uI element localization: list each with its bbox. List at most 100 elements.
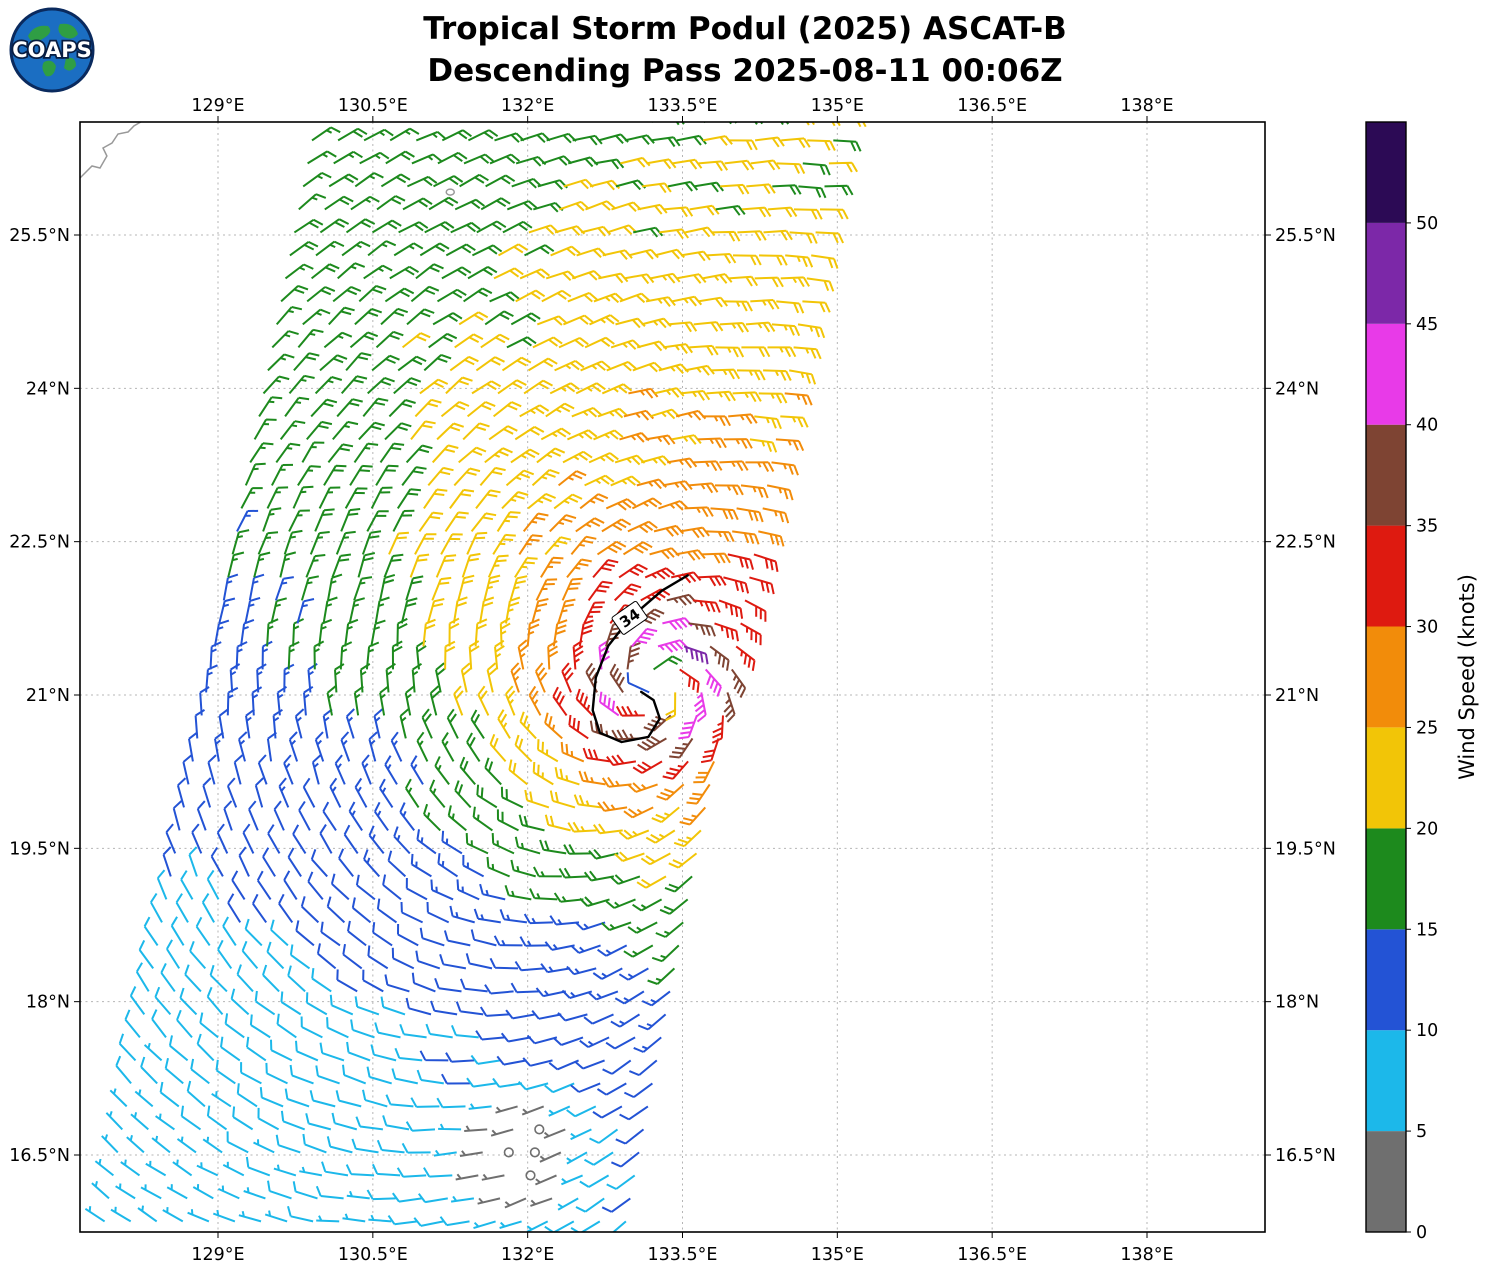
wind-barb — [320, 921, 341, 947]
wind-barb — [429, 685, 441, 716]
wind-barb — [391, 1068, 419, 1085]
wind-barb — [120, 1159, 141, 1177]
wind-barb — [440, 533, 463, 555]
wind-barb — [459, 1150, 483, 1157]
wind-barb — [449, 355, 479, 372]
wind-barb — [675, 549, 706, 561]
y-tick-label-left: 18°N — [26, 993, 70, 1013]
wind-barb — [297, 328, 324, 349]
wind-barb — [374, 801, 389, 831]
wind-barb — [601, 776, 632, 788]
wind-barb — [222, 916, 237, 946]
wind-barb — [314, 376, 343, 395]
wind-barb — [514, 734, 533, 763]
wind-barb — [623, 409, 655, 421]
wind-barb — [632, 361, 663, 373]
wind-barb — [593, 429, 624, 441]
wind-barb — [366, 510, 389, 532]
wind-barb — [331, 1112, 358, 1131]
wind-barb — [684, 364, 715, 376]
wind-barb — [754, 136, 785, 148]
wind-barb — [571, 270, 603, 281]
wind-barb — [433, 1149, 457, 1157]
wind-barb — [613, 583, 642, 602]
wind-barb — [579, 493, 609, 510]
wind-barb — [596, 540, 627, 556]
wind-barb — [749, 438, 778, 453]
wind-barb — [771, 323, 801, 337]
wind-barb — [592, 559, 619, 579]
wind-barb — [288, 509, 310, 532]
wind-barb — [745, 321, 776, 333]
wind-barb — [549, 790, 576, 809]
wind-barb — [335, 1090, 362, 1108]
wind-barb — [566, 965, 597, 976]
isotach-34-label: 34 — [611, 600, 648, 635]
wind-barb — [262, 847, 276, 877]
wind-barb — [477, 1197, 501, 1205]
wind-barb — [326, 896, 346, 924]
wind-barb — [522, 512, 549, 533]
wind-barb — [302, 172, 332, 188]
wind-barb — [300, 896, 320, 924]
wind-barb — [449, 905, 475, 924]
wind-barb — [628, 248, 659, 260]
wind-barb — [771, 461, 799, 476]
wind-barb — [715, 346, 745, 358]
wind-barb — [553, 493, 583, 510]
wind-barb — [456, 879, 480, 901]
wind-barb — [270, 919, 289, 947]
wind-barb — [472, 806, 493, 832]
wind-barb — [558, 336, 589, 349]
wind-barb — [238, 1210, 262, 1223]
wind-barb — [354, 777, 368, 808]
wind-barb — [519, 268, 551, 280]
wind-barb — [479, 466, 506, 487]
wind-barb — [548, 1059, 579, 1071]
wind-barb — [793, 208, 823, 220]
wind-barb — [287, 641, 300, 670]
wind-barb — [665, 692, 677, 722]
wind-barb — [314, 731, 325, 762]
wind-barb — [487, 554, 509, 578]
wind-barb — [314, 508, 335, 532]
wind-barb — [833, 139, 862, 152]
wind-barb — [649, 408, 681, 420]
wind-barb — [359, 151, 390, 165]
wind-barb — [551, 111, 580, 120]
wind-barb — [736, 507, 764, 523]
wind-barb — [510, 982, 540, 994]
wind-barb — [296, 598, 315, 624]
wind-barb — [544, 1082, 575, 1094]
wind-barb — [663, 206, 694, 218]
wind-barb — [328, 173, 359, 188]
wind-barb — [693, 321, 724, 332]
wind-barb — [187, 1209, 210, 1223]
wind-barb — [311, 967, 332, 993]
wind-barb — [418, 511, 444, 532]
wind-barb — [536, 315, 568, 326]
wind-barb — [533, 201, 564, 213]
wind-barb — [573, 794, 602, 809]
wind-barb — [519, 404, 550, 418]
wind-barb — [389, 265, 420, 280]
y-tick-label-left: 22.5°N — [9, 533, 70, 553]
wind-barb — [653, 524, 685, 537]
wind-barb — [606, 1174, 636, 1190]
isotach-34: 34 — [591, 574, 689, 744]
wind-barb — [689, 344, 719, 356]
wind-barb — [544, 814, 571, 832]
wind-barb — [292, 1181, 318, 1200]
wind-barb — [589, 720, 615, 740]
wind-barb — [511, 177, 542, 189]
wind-barb — [737, 230, 767, 242]
wind-barb — [492, 401, 522, 418]
wind-barb — [293, 218, 324, 234]
wind-barb — [514, 836, 541, 855]
wind-barb — [323, 331, 353, 349]
wind-barb — [557, 1197, 579, 1211]
wind-barb — [288, 731, 299, 762]
wind-barb — [388, 531, 409, 555]
wind-barb — [610, 339, 642, 350]
wind-barb — [137, 1205, 158, 1223]
